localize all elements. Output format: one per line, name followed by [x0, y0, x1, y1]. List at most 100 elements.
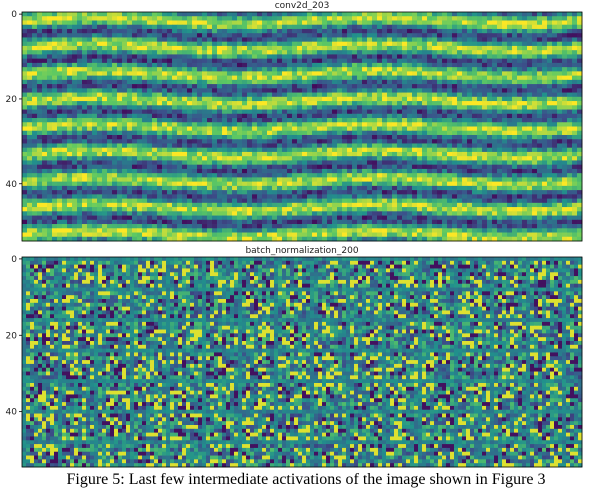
heatmap-cell	[27, 147, 33, 153]
heatmap-cell	[487, 41, 493, 47]
heatmap-cell	[367, 190, 373, 195]
heatmap-cell	[242, 139, 248, 144]
heatmap-cell	[242, 41, 248, 47]
heatmap-cell	[177, 118, 183, 123]
heatmap-cell	[62, 96, 68, 102]
heatmap-cell	[142, 84, 148, 89]
heatmap-cell	[42, 151, 48, 157]
heatmap-cell	[177, 113, 183, 119]
heatmap-cell	[22, 41, 28, 47]
heatmap-cell	[47, 33, 53, 38]
heatmap-cell	[137, 177, 143, 183]
heatmap-cell	[172, 45, 178, 51]
heatmap-cell	[377, 45, 383, 51]
heatmap-cell	[162, 143, 168, 149]
heatmap-cell	[357, 151, 363, 157]
heatmap-cell	[387, 45, 393, 51]
heatmap-cell	[137, 130, 143, 136]
heatmap-cell	[22, 58, 28, 64]
heatmap-cell	[492, 62, 498, 68]
heatmap-cell	[42, 126, 48, 132]
heatmap-cell	[542, 177, 548, 183]
heatmap-cell	[367, 139, 373, 144]
heatmap-cell	[262, 75, 268, 81]
heatmap-cell	[372, 92, 378, 98]
heatmap-cell	[142, 16, 148, 21]
heatmap-cell	[162, 20, 168, 26]
heatmap-cell	[52, 164, 58, 170]
heatmap-cell	[197, 105, 203, 110]
heatmap-cell	[467, 109, 473, 115]
heatmap-cell	[372, 185, 378, 191]
heatmap-cell	[177, 190, 183, 195]
heatmap-cell	[322, 28, 328, 34]
heatmap-cell	[227, 41, 233, 47]
heatmap-cell	[97, 20, 103, 26]
heatmap-cell	[562, 101, 568, 106]
heatmap-cell	[52, 96, 58, 102]
heatmap-cell	[67, 101, 73, 106]
heatmap-cell	[127, 126, 133, 132]
heatmap-cell	[397, 109, 403, 115]
heatmap-cell	[142, 41, 148, 47]
heatmap-cell	[567, 147, 573, 153]
heatmap-cell	[237, 194, 243, 199]
heatmap-cell	[72, 122, 78, 127]
heatmap-cell	[362, 88, 368, 93]
heatmap-cell	[192, 118, 198, 123]
heatmap-cell	[557, 126, 563, 132]
heatmap-cell	[547, 143, 553, 149]
heatmap-cell	[402, 71, 408, 77]
heatmap-cell	[162, 126, 168, 132]
heatmap-cell	[287, 198, 293, 204]
heatmap-cell	[537, 143, 543, 149]
heatmap-cell	[377, 109, 383, 115]
heatmap-cell	[577, 105, 583, 110]
heatmap-cell	[132, 62, 138, 68]
heatmap-cell	[32, 118, 38, 123]
heatmap-cell	[547, 173, 553, 178]
heatmap-cell	[482, 134, 488, 140]
heatmap-cell	[137, 181, 143, 187]
heatmap-cell	[507, 92, 513, 98]
heatmap-cell	[27, 160, 33, 166]
heatmap-cell	[162, 58, 168, 64]
heatmap-cell	[187, 79, 193, 85]
heatmap	[22, 12, 583, 242]
heatmap-cell	[332, 109, 338, 115]
heatmap-cell	[222, 71, 228, 77]
heatmap-cell	[207, 50, 213, 55]
heatmap-cell	[27, 105, 33, 110]
heatmap-cell	[112, 113, 118, 119]
heatmap-cell	[67, 147, 73, 153]
heatmap-cell	[292, 71, 298, 77]
heatmap-cell	[62, 50, 68, 55]
heatmap-cell	[322, 118, 328, 123]
heatmap-cell	[137, 109, 143, 115]
heatmap-cell	[347, 16, 353, 21]
heatmap-cell	[322, 79, 328, 85]
heatmap-cell	[297, 37, 303, 43]
heatmap-cell	[447, 194, 453, 199]
heatmap-cell	[212, 33, 218, 38]
heatmap-cell	[82, 118, 88, 123]
heatmap-cell	[482, 54, 488, 60]
heatmap-cell	[417, 126, 423, 132]
heatmap-cell	[577, 28, 583, 34]
heatmap-cell	[307, 54, 313, 60]
heatmap-cell	[252, 164, 258, 170]
heatmap-cell	[422, 16, 428, 21]
heatmap-cell	[272, 41, 278, 47]
heatmap-cell	[412, 118, 418, 123]
heatmap-cell	[437, 20, 443, 26]
heatmap-cell	[27, 151, 33, 157]
heatmap-cell	[262, 20, 268, 26]
heatmap-cell	[417, 75, 423, 81]
heatmap-cell	[207, 190, 213, 195]
heatmap-cell	[507, 24, 513, 30]
heatmap-cell	[492, 24, 498, 30]
heatmap-cell	[257, 88, 263, 93]
heatmap-cell	[292, 190, 298, 195]
heatmap-cell	[482, 147, 488, 153]
heatmap-cell	[37, 139, 43, 144]
